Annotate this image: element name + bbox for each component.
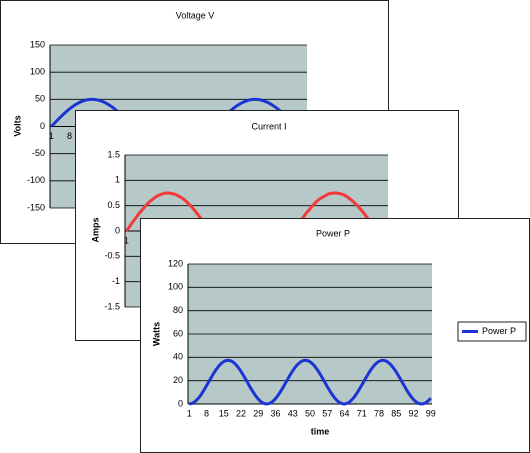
y-tick-label: 0 [115,225,120,235]
y-axis-label: Amps [90,217,100,242]
y-tick-label: 1 [115,175,120,185]
y-tick-label: -0.5 [104,251,120,261]
y-tick-label: -50 [32,148,45,158]
x-tick-label: 57 [322,408,332,418]
y-tick-label: 1.5 [107,149,120,159]
y-axis-label: Watts [151,322,161,346]
x-axis-label: time [311,426,330,436]
x-tick-label: 64 [339,408,349,418]
y-tick-label: 60 [173,328,183,338]
y-tick-label: 50 [35,94,45,104]
y-tick-label: 0 [40,121,45,131]
x-tick-label: 1 [49,131,54,141]
legend-box [457,321,527,342]
y-tick-label: -1.5 [104,301,120,311]
x-tick-label: 50 [305,408,315,418]
y-tick-label: -1 [112,276,120,286]
y-tick-label: 40 [173,352,183,362]
y-tick-label: 80 [173,305,183,315]
x-tick-label: 8 [67,131,72,141]
y-axis-label: Volts [12,115,22,136]
x-tick-label: 8 [204,408,209,418]
y-tick-label: 20 [173,375,183,385]
x-tick-label: 1 [124,235,129,245]
chart-title: Current I [251,121,286,131]
y-tick-label: 100 [30,67,45,77]
y-tick-label: 100 [168,282,183,292]
chart-title: Power P [316,228,350,238]
y-tick-label: 0 [178,398,183,408]
y-tick-label: -100 [27,175,45,185]
x-tick-label: 99 [426,408,436,418]
x-tick-label: 29 [253,408,263,418]
chart-title: Voltage V [176,10,215,20]
x-tick-label: 92 [409,408,419,418]
y-tick-label: -150 [27,202,45,212]
x-tick-label: 43 [288,408,298,418]
x-tick-label: 78 [374,408,384,418]
y-tick-label: 150 [30,39,45,49]
legend-label: Power P [482,326,516,336]
y-tick-label: 120 [168,258,183,268]
x-tick-label: 22 [236,408,246,418]
x-tick-label: 71 [357,408,367,418]
x-tick-label: 15 [219,408,229,418]
x-tick-label: 36 [270,408,280,418]
y-tick-label: 0.5 [107,200,120,210]
series-line [188,358,432,406]
x-tick-label: 85 [391,408,401,418]
x-tick-label: 1 [187,408,192,418]
